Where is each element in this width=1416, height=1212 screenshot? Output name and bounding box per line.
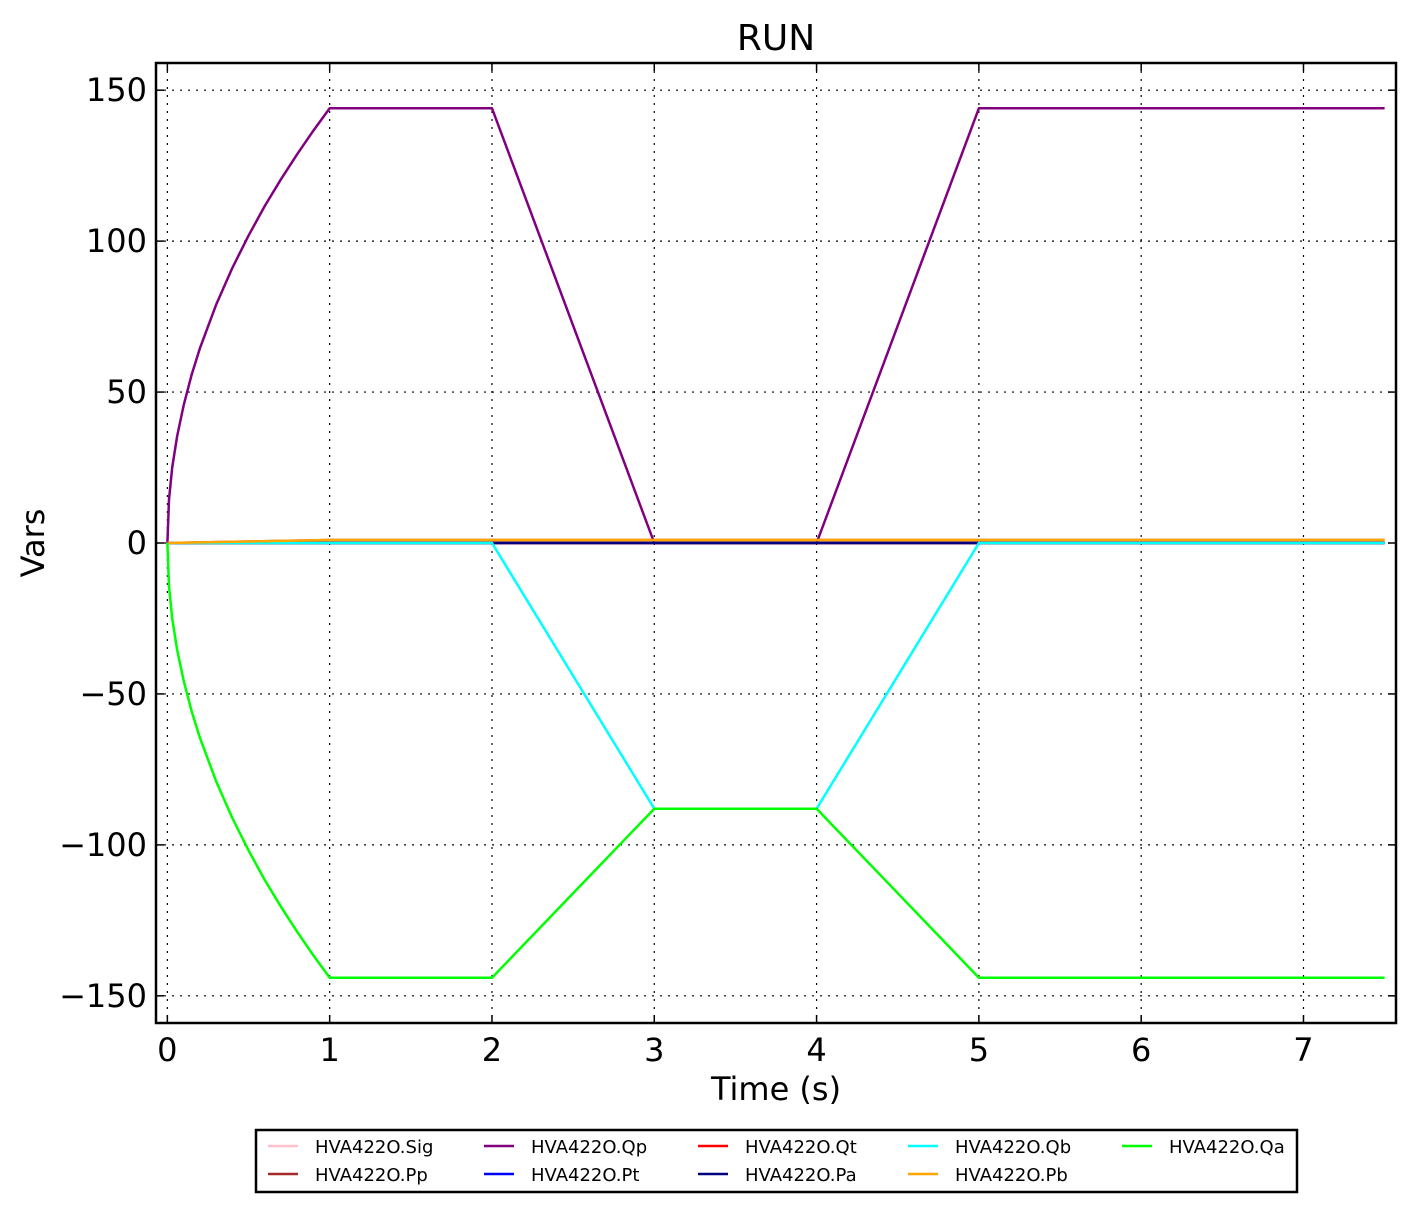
series-line-hva422o-qa [166,542,1385,979]
x-axis-label: Time (s) [710,1070,841,1108]
series-line-hva422o-qb [167,541,1385,810]
axis-ticks: 0 1 2 3 4 5 6 7 150 100 50 0 −50 −100 −150 [59,63,1396,1069]
legend-label: HVA422O.Qt [745,1137,857,1158]
x-tick-label: 1 [319,1031,339,1069]
y-tick-label: 100 [86,222,147,260]
x-tick-label: 5 [969,1031,989,1069]
legend-frame [254,1128,1299,1194]
x-tick-label: 4 [806,1031,826,1069]
y-tick-label: 50 [106,373,147,411]
legend-label: HVA422O.Sig [315,1137,433,1158]
series-lines [166,107,1385,979]
chart-title: RUN [737,18,815,59]
y-tick-label: −100 [59,826,147,864]
legend-label: HVA422O.Pb [955,1165,1068,1186]
legend-label: HVA422O.Qb [955,1137,1071,1158]
y-axis-label: Vars [14,509,52,578]
x-tick-label: 3 [644,1031,664,1069]
legend-label: HVA422O.Qa [1169,1137,1285,1158]
y-tick-label: −150 [59,977,147,1015]
legend-label: HVA422O.Qp [531,1137,647,1158]
legend-label: HVA422O.Pa [745,1165,857,1186]
series-line-hva422o-qp [166,107,1385,545]
x-tick-label: 7 [1293,1031,1313,1069]
legend-label: HVA422O.Pp [315,1165,428,1186]
y-tick-label: 0 [127,524,147,562]
x-tick-label: 2 [482,1031,502,1069]
x-tick-label: 6 [1131,1031,1151,1069]
y-tick-label: 150 [86,71,147,109]
x-tick-label: 0 [157,1031,177,1069]
y-tick-label: −50 [79,675,147,713]
legend: HVA422O.Sig HVA422O.Qp HVA422O.Qt HVA422O.Q… [254,1128,1299,1194]
legend-label: HVA422O.Pt [531,1165,639,1186]
series-line-hva422o-pb [167,538,1385,545]
